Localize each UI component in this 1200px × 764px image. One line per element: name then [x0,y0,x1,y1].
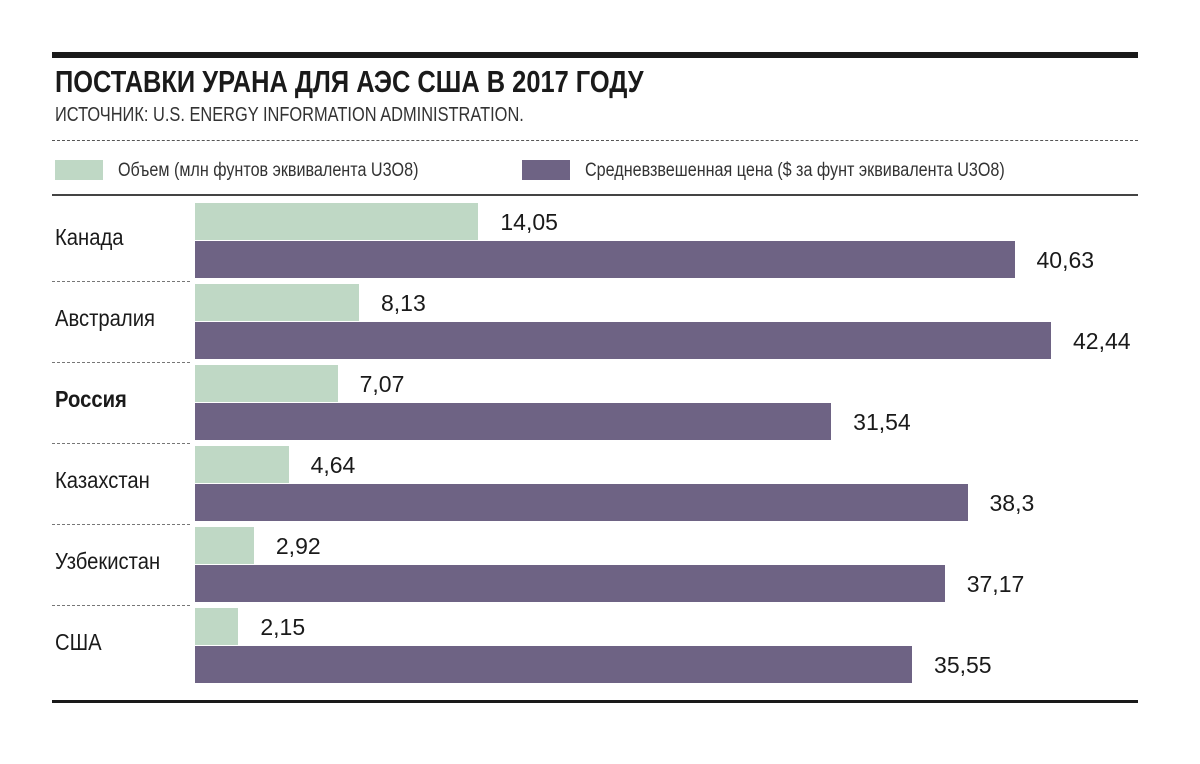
bar-volume [195,203,479,240]
data-label-volume: 2,92 [275,533,321,559]
bar-volume [195,365,338,402]
bar-volume [195,608,239,645]
data-label-volume: 4,64 [310,452,356,478]
category-label: Канада [55,224,124,250]
row-separator [52,362,190,363]
bar-volume [195,527,254,564]
row-separator [52,443,190,444]
row-separator [52,524,190,525]
data-label-volume: 7,07 [359,371,405,397]
bar-price [195,646,913,683]
data-label-volume: 8,13 [380,290,426,316]
data-label-volume: 14,05 [500,209,558,235]
divider [52,194,1138,196]
category-label: США [55,629,102,655]
bar-price [195,403,832,440]
legend-label-price: Средневзвешенная цена ($ за фунт эквивал… [585,160,1005,181]
bar-volume [195,284,359,321]
bottom-rule [52,700,1138,703]
data-label-volume: 2,15 [260,614,306,640]
category-label: Австралия [55,305,156,331]
data-label-price: 38,3 [989,490,1035,516]
top-rule [52,52,1138,58]
bar-volume [195,446,289,483]
data-label-price: 40,63 [1036,247,1095,273]
chart-title: ПОСТАВКИ УРАНА ДЛЯ АЭС США В 2017 ГОДУ [55,64,644,99]
row-separator [52,605,190,606]
category-label: Россия [55,386,127,412]
divider [52,140,1138,141]
bar-price [195,322,1051,359]
legend-swatch-volume [55,160,103,180]
data-label-price: 42,44 [1073,328,1131,354]
data-label-price: 35,55 [934,652,992,678]
legend-label-volume: Объем (млн фунтов эквивалента U3O8) [118,160,419,181]
bar-price [195,241,1015,278]
category-label: Казахстан [55,467,150,493]
bar-price [195,484,968,521]
bar-price [195,565,945,602]
category-label: Узбекистан [55,548,161,574]
row-separator [52,281,190,282]
legend-swatch-price [522,160,570,180]
data-label-price: 37,17 [966,571,1025,597]
chart-subtitle: ИСТОЧНИК: U.S. ENERGY INFORMATION ADMINI… [55,104,524,126]
data-label-price: 31,54 [853,409,911,435]
